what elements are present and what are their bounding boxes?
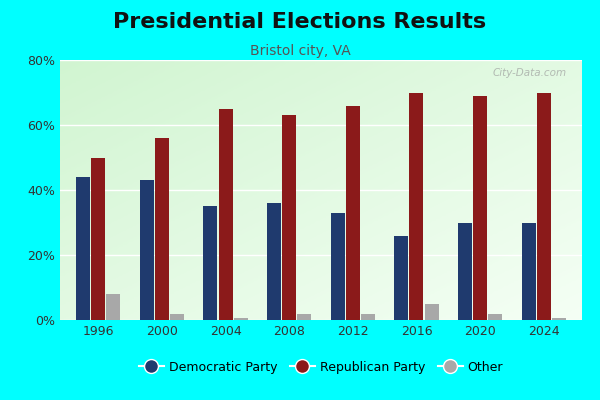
Bar [394,236,408,320]
Bar [537,92,551,320]
Bar [170,314,184,320]
Bar [552,318,566,320]
Legend: Democratic Party, Republican Party, Other: Democratic Party, Republican Party, Othe… [134,356,508,379]
Bar [234,318,248,320]
Text: Presidential Elections Results: Presidential Elections Results [113,12,487,32]
Bar [346,106,360,320]
Bar [425,304,439,320]
Bar [267,203,281,320]
Bar [106,294,121,320]
Bar [91,158,105,320]
Bar [155,138,169,320]
Bar [458,222,472,320]
Bar [331,213,344,320]
Bar [203,206,217,320]
Bar [282,115,296,320]
Bar [473,96,487,320]
Bar [409,92,424,320]
Bar [218,109,233,320]
Text: City-Data.com: City-Data.com [492,68,566,78]
Bar [521,222,536,320]
Bar [298,314,311,320]
Bar [76,177,90,320]
Text: Bristol city, VA: Bristol city, VA [250,44,350,58]
Bar [361,314,375,320]
Bar [140,180,154,320]
Bar [488,314,502,320]
